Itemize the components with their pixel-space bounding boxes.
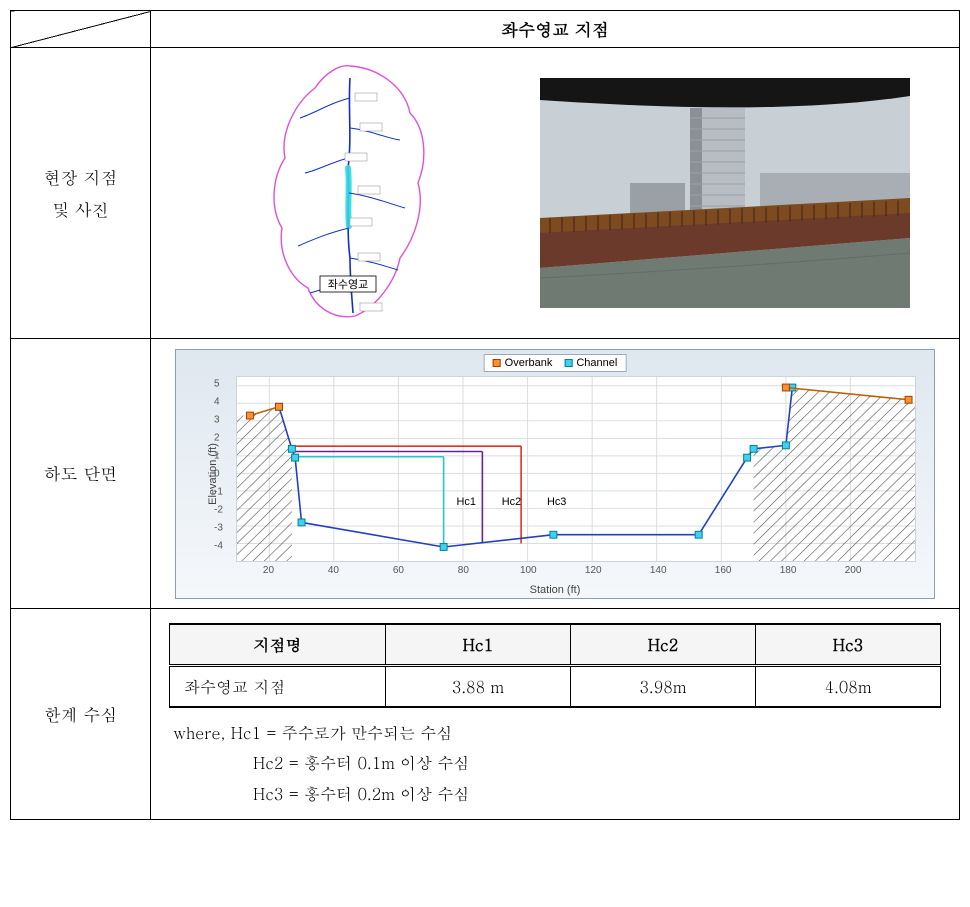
row-label-section: 하도 단면 <box>11 339 151 609</box>
svg-text:좌수영교: 좌수영교 <box>328 278 368 291</box>
limit-cell: 지점명 Hc1 Hc2 Hc3 좌수영교 지점 3.88 m 3.98m 4.0… <box>151 609 960 820</box>
th-hc2: Hc2 <box>570 624 755 666</box>
svg-text:Hc3: Hc3 <box>547 495 566 507</box>
svg-text:Hc1: Hc1 <box>457 495 476 507</box>
where-block: where, Hc1 = 주수로가 만수되는 수심 Hc2 = 홍수터 0.1m… <box>169 718 941 809</box>
td-hc1: 3.88 m <box>385 666 570 708</box>
where-line-0: Hc1 = 주수로가 만수되는 수심 <box>231 721 453 744</box>
x-axis-label: Station (ft) <box>530 584 581 596</box>
map-photo-cell: 좌수영교 <box>151 48 960 339</box>
watershed-map: 좌수영교 <box>200 58 510 328</box>
main-table: 좌수영교 지점 현장 지점 및 사진 좌수영교 하도 단면 <box>10 10 960 820</box>
td-name: 좌수영교 지점 <box>170 666 386 708</box>
th-hc1: Hc1 <box>385 624 570 666</box>
row-label-site-2: 및 사진 <box>52 197 109 221</box>
td-hc2: 3.98m <box>570 666 755 708</box>
where-line-2: Hc3 = 홍수터 0.2m 이상 수심 <box>173 779 941 809</box>
chart-legend: Overbank Channel <box>484 354 627 372</box>
cross-section-chart: OverbankChannel Elevation (ft) Station (… <box>175 349 935 599</box>
svg-text:Hc2: Hc2 <box>502 495 521 507</box>
legend-item: Channel <box>564 357 617 369</box>
limit-table: 지점명 Hc1 Hc2 Hc3 좌수영교 지점 3.88 m 3.98m 4.0… <box>169 623 941 708</box>
site-photo <box>540 78 910 308</box>
cross-section-cell: OverbankChannel Elevation (ft) Station (… <box>151 339 960 609</box>
legend-item: Overbank <box>493 357 553 369</box>
chart-plot-area: Hc1 Hc2 Hc3 <box>236 376 916 562</box>
row-label-site-1: 현장 지점 <box>44 165 118 189</box>
th-name: 지점명 <box>170 624 386 666</box>
header-title: 좌수영교 지점 <box>151 11 960 48</box>
corner-diagonal <box>11 11 151 48</box>
where-line-1: Hc2 = 홍수터 0.1m 이상 수심 <box>173 748 941 778</box>
table-row: 좌수영교 지점 3.88 m 3.98m 4.08m <box>170 666 941 708</box>
row-label-limit: 한계 수심 <box>11 609 151 820</box>
row-label-site: 현장 지점 및 사진 <box>11 48 151 339</box>
td-hc3: 4.08m <box>755 666 940 708</box>
where-prefix: where, <box>173 721 225 744</box>
th-hc3: Hc3 <box>755 624 940 666</box>
